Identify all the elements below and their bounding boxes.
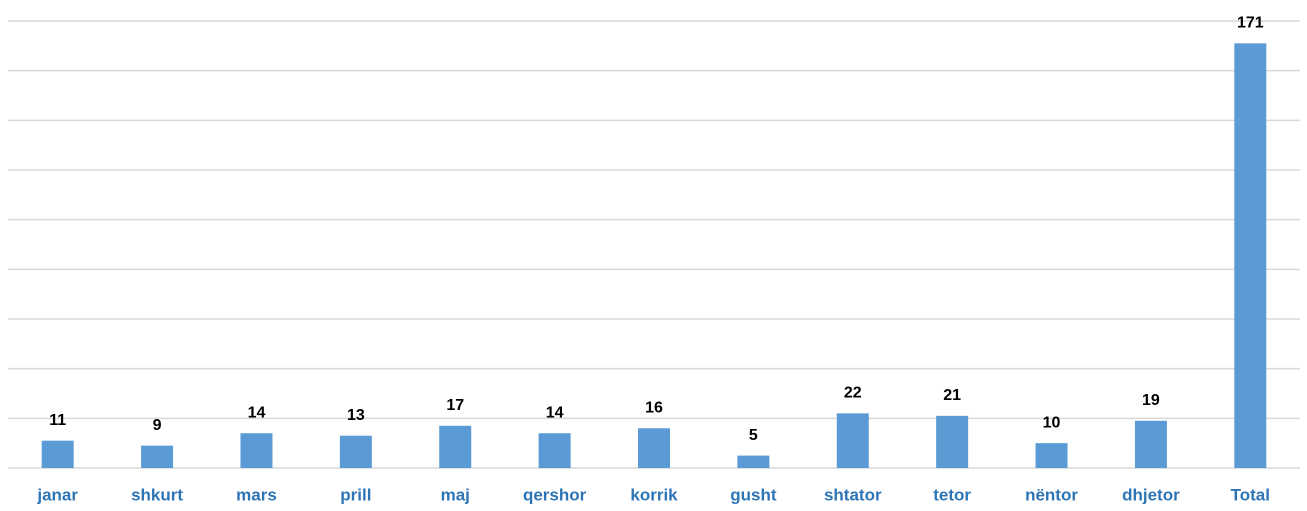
- x-tick-label: shkurt: [131, 485, 183, 504]
- x-tick-label: Total: [1231, 485, 1270, 504]
- value-label: 14: [248, 404, 266, 421]
- bar: [936, 415, 969, 468]
- value-label: 10: [1043, 414, 1061, 431]
- bar: [141, 445, 174, 468]
- value-label: 14: [546, 404, 564, 421]
- bar: [339, 435, 372, 468]
- bar: [1134, 420, 1167, 468]
- bar: [439, 425, 472, 468]
- x-tick-label: tetor: [933, 485, 971, 504]
- value-label: 22: [844, 385, 862, 402]
- bar: [836, 413, 869, 468]
- x-tick-label: gusht: [730, 485, 777, 504]
- x-tick-label: prill: [340, 485, 371, 504]
- value-label: 171: [1237, 15, 1264, 32]
- x-tick-label: janar: [36, 485, 78, 504]
- bar: [638, 428, 670, 468]
- bar: [737, 455, 770, 468]
- value-label: 16: [645, 399, 663, 416]
- x-tick-label: mars: [236, 485, 277, 504]
- value-label: 5: [749, 427, 758, 444]
- x-tick-label: qershor: [523, 485, 587, 504]
- bar: [1035, 443, 1068, 468]
- bar: [538, 433, 571, 468]
- value-label: 21: [943, 387, 961, 404]
- bar: [1234, 43, 1267, 468]
- x-tick-label: maj: [441, 485, 470, 504]
- x-tick-label: korrik: [630, 485, 678, 504]
- value-label: 11: [49, 412, 66, 429]
- x-tick-label: shtator: [824, 485, 882, 504]
- value-label: 13: [347, 407, 365, 424]
- bar: [240, 433, 273, 468]
- bar: [41, 440, 74, 468]
- x-tick-label: nëntor: [1025, 485, 1078, 504]
- value-label: 17: [446, 397, 464, 414]
- x-tick-label: dhjetor: [1122, 485, 1180, 504]
- value-label: 19: [1142, 392, 1160, 409]
- value-label: 9: [153, 417, 162, 434]
